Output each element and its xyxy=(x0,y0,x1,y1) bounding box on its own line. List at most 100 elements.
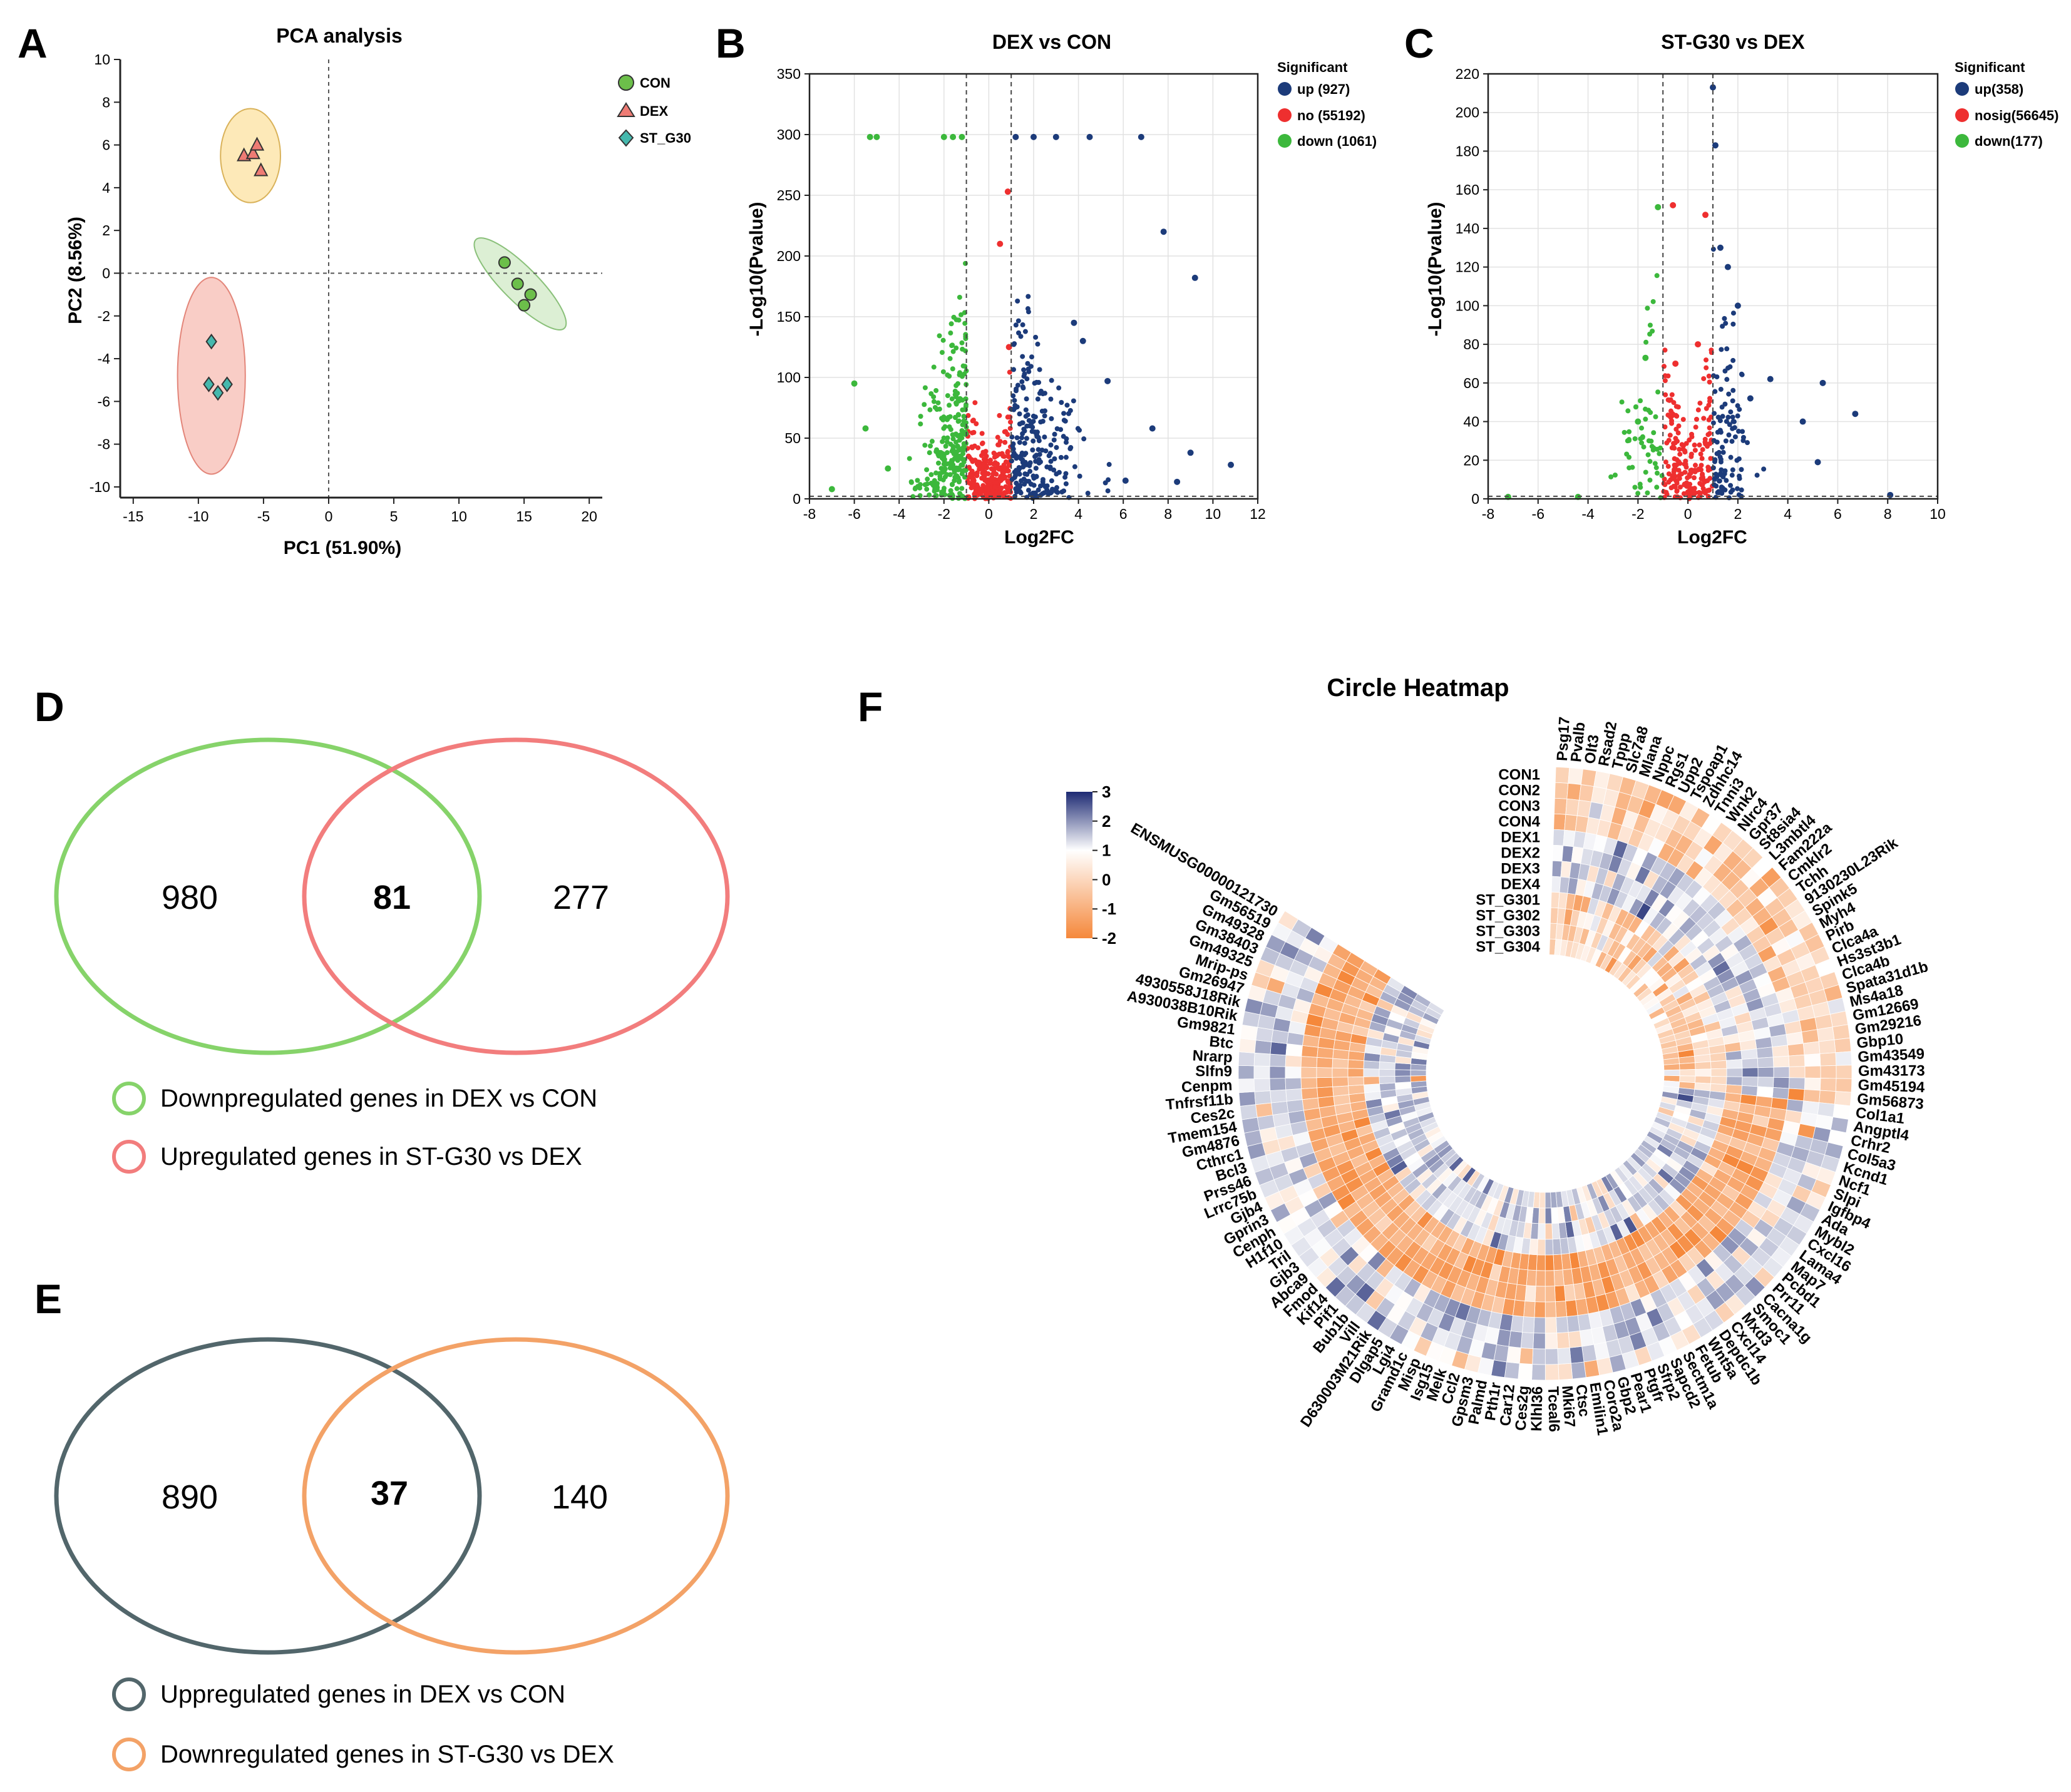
heatmap-cell xyxy=(1535,1270,1546,1287)
pca-y-tick-label: 8 xyxy=(102,94,110,110)
heatmap-gene-label: Pvalb xyxy=(1568,721,1588,762)
volcano-c-point-nosig xyxy=(1698,451,1704,457)
volcano-b-point-up xyxy=(1035,396,1041,402)
volcano-b-legend-down-dot xyxy=(1278,134,1292,148)
volcano-b-point-nosig xyxy=(965,453,971,459)
volcano-b-y-tick-label: 200 xyxy=(777,248,801,264)
volcano-c-point-up xyxy=(1735,486,1740,491)
volcano-b-point-down xyxy=(828,486,835,493)
volcano-c-point-nosig xyxy=(1661,364,1667,369)
volcano-c-point-up xyxy=(1723,438,1729,444)
volcano-c-point-nosig xyxy=(1666,479,1672,485)
volcano-b-point-nosig xyxy=(984,484,990,490)
volcano-b-point-down xyxy=(937,333,942,339)
heatmap-cell xyxy=(1819,1090,1836,1105)
pca-x-tick-label: -15 xyxy=(123,508,143,525)
volcano-b-legend-up: up (927) xyxy=(1297,81,1350,97)
heatmap-cell xyxy=(1532,1348,1546,1365)
pca-point-stg30 xyxy=(203,376,215,392)
volcano-c-point-nosig xyxy=(1661,481,1667,486)
volcano-c-x-tick-label: -2 xyxy=(1632,506,1644,522)
volcano-b-point-up xyxy=(1052,431,1057,437)
venn-d-intersection-count: 81 xyxy=(373,879,411,916)
volcano-b-point-down xyxy=(960,407,965,412)
volcano-c-point-down xyxy=(1653,465,1659,471)
volcano-b-point-down xyxy=(934,483,940,489)
circle-heatmap-panel: F Circle Heatmap Psg17PvalbOlt3Rsad2Tppp… xyxy=(858,674,1930,1436)
volcano-b-point-up xyxy=(1049,478,1054,484)
volcano-b-point-down xyxy=(959,428,965,433)
volcano-c-y-tick-label: 180 xyxy=(1456,143,1479,159)
heatmap-cell xyxy=(1801,1029,1819,1044)
heatmap-cell xyxy=(1347,1076,1364,1087)
volcano-c-point-nosig xyxy=(1692,448,1698,453)
volcano-b-x-tick-label: 2 xyxy=(1030,506,1038,522)
venn-d-right-count: 277 xyxy=(553,879,609,916)
volcano-b-point-up xyxy=(1020,385,1026,391)
volcano-c-point-down xyxy=(1648,410,1653,416)
volcano-c-point-up xyxy=(1720,449,1726,455)
volcano-b-point-up xyxy=(1036,438,1042,444)
heatmap-cell xyxy=(1557,1347,1571,1364)
volcano-b-point-down xyxy=(953,345,959,351)
heatmap-cell xyxy=(1544,1192,1552,1209)
volcano-c-point-nosig xyxy=(1704,357,1709,363)
heatmap-cell xyxy=(1551,860,1563,878)
volcano-b-point-down xyxy=(944,461,950,467)
volcano-b-point-nosig xyxy=(997,412,1002,418)
volcano-c-point-nosig xyxy=(1707,476,1713,481)
heatmap-gene-label: Tceal6 xyxy=(1544,1386,1563,1433)
volcano-b-point-down xyxy=(962,468,967,473)
volcano-c-point-down xyxy=(1645,305,1650,311)
volcano-c-point-nosig xyxy=(1707,425,1712,431)
volcano-b-point-nosig xyxy=(1006,463,1012,468)
volcano-b-point-up xyxy=(1067,407,1073,413)
heatmap-gene-label: Gm43173 xyxy=(1858,1062,1925,1080)
volcano-c-point-up xyxy=(1712,411,1717,416)
volcano-b-point-up xyxy=(1030,424,1036,430)
volcano-c-point-down xyxy=(1612,472,1618,478)
pca-y-tick-label: -10 xyxy=(90,479,110,495)
volcano-b-y-tick-label: 50 xyxy=(784,430,801,446)
volcano-c-point-up xyxy=(1727,422,1732,428)
volcano-b-point-down xyxy=(955,467,961,473)
panel-label-b: B xyxy=(716,20,746,66)
heatmap-cell xyxy=(1558,1363,1573,1380)
legend-stg30-label: ST_G30 xyxy=(640,130,691,146)
heatmap-cell xyxy=(1317,1086,1334,1098)
volcano-c-point-nosig xyxy=(1693,424,1698,430)
volcano-c-point-down xyxy=(1626,429,1632,434)
heatmap-cell xyxy=(1583,1359,1600,1378)
heatmap-cell xyxy=(1519,1347,1534,1364)
volcano-c-point-nosig xyxy=(1700,474,1705,480)
heatmap-cell xyxy=(1551,1222,1561,1240)
volcano-c-legend-up-dot xyxy=(1955,82,1969,96)
volcano-b-x-axis-label: Log2FC xyxy=(1004,527,1074,548)
heatmap-cell xyxy=(1520,1331,1534,1349)
volcano-c-point-up xyxy=(1747,395,1754,402)
volcano-b-point-down xyxy=(949,458,955,463)
heatmap-cell xyxy=(1804,1065,1821,1078)
volcano-b-point-up xyxy=(1020,464,1026,469)
volcano-c-point-down xyxy=(1655,470,1660,476)
volcano-c-point-up xyxy=(1734,302,1741,309)
volcano-b-point-up xyxy=(1106,462,1112,468)
volcano-b-point-down xyxy=(945,393,950,399)
volcano-c-point-up xyxy=(1714,439,1720,445)
volcano-c-y-tick-label: 220 xyxy=(1456,66,1479,82)
volcano-b-point-down xyxy=(917,493,923,498)
volcano-c-point-up xyxy=(1736,456,1742,462)
heatmap-cell xyxy=(1544,1364,1560,1381)
heatmap-cell xyxy=(1803,1089,1821,1103)
venn-e-right-set xyxy=(302,1337,730,1655)
volcano-b-point-up xyxy=(1023,414,1029,419)
volcano-b-point-up xyxy=(1019,478,1024,484)
volcano-b-legend-down: down (1061) xyxy=(1297,133,1377,149)
legend-stg30-marker xyxy=(618,129,634,147)
volcano-b-point-nosig xyxy=(981,461,987,466)
volcano-c-y-tick-label: 160 xyxy=(1456,182,1479,198)
volcano-b-point-nosig xyxy=(970,418,975,424)
heatmap-cell xyxy=(1544,1317,1558,1334)
colorbar-tick-label: 0 xyxy=(1102,870,1111,889)
volcano-c-point-down xyxy=(1621,429,1627,435)
